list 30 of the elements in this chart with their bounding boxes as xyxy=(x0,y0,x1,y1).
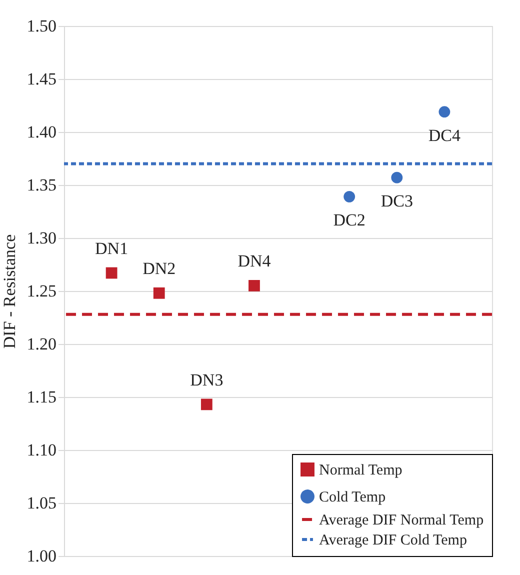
y-axis-title: DIF - Resistance xyxy=(0,234,19,349)
y-tick-label: 1.05 xyxy=(26,494,56,512)
point xyxy=(153,287,165,299)
y-tick-label: 1.00 xyxy=(26,546,56,566)
annotation: DN4 xyxy=(238,252,272,271)
annotation: DN3 xyxy=(190,370,224,390)
annotation: DC3 xyxy=(380,192,413,211)
annotation: DC4 xyxy=(428,126,461,145)
point xyxy=(391,172,403,184)
annotation: DC2 xyxy=(333,210,366,230)
legend-label: Average DIF Cold Temp xyxy=(319,532,467,548)
point xyxy=(106,267,118,279)
annotation: DN1 xyxy=(95,238,128,258)
y-tick-label: 1.20 xyxy=(26,334,56,354)
y-tick-label: 1.15 xyxy=(26,388,56,406)
point xyxy=(248,280,260,292)
annotation: DN2 xyxy=(142,259,176,278)
y-tick-label: 1.30 xyxy=(26,228,56,248)
legend-label: Average DIF Normal Temp xyxy=(319,512,484,528)
point xyxy=(344,190,356,202)
legend-label: Cold Temp xyxy=(319,490,386,506)
point xyxy=(438,106,450,118)
legend-label: Normal Temp xyxy=(319,462,402,478)
y-tick-label: 1.10 xyxy=(26,440,56,460)
y-tick-label: 1.25 xyxy=(26,282,56,300)
y-tick-label: 1.40 xyxy=(26,122,56,142)
point xyxy=(200,398,212,410)
y-tick-label: 1.50 xyxy=(26,16,56,36)
y-tick-label: 1.35 xyxy=(26,176,56,194)
y-tick-label: 1.45 xyxy=(26,70,56,88)
